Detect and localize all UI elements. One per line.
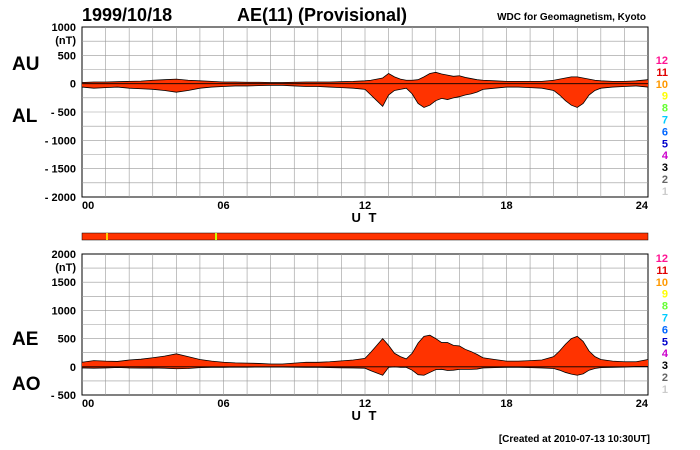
series-line-ao: [81, 366, 648, 376]
legend-station-count: 7: [662, 313, 668, 325]
legend-station-count: 2: [662, 372, 668, 384]
legend-station-count: 9: [662, 289, 668, 301]
y-tick-label: 500: [58, 50, 76, 62]
y-tick-label: 500: [58, 334, 76, 346]
legend-station-count: 7: [662, 115, 668, 127]
y-tick-label: - 1500: [45, 164, 76, 176]
legend-station-count: 1: [662, 384, 668, 396]
y-tick-label: 1000: [52, 22, 76, 34]
x-axis-label: U T: [352, 408, 379, 423]
ae-label: AE: [12, 329, 38, 350]
legend-station-count: 8: [662, 103, 668, 115]
x-axis-label: U T: [352, 210, 379, 225]
legend-station-count: 10: [656, 277, 668, 289]
au-label: AU: [12, 54, 39, 75]
x-tick-label: 18: [500, 200, 512, 212]
legend-station-count: 12: [656, 55, 668, 67]
legend-station-count: 10: [656, 79, 668, 91]
legend-station-count: 3: [662, 360, 668, 372]
legend-station-count: 9: [662, 91, 668, 103]
legend-station-count: 11: [656, 265, 668, 277]
y-tick-label: 1500: [52, 277, 76, 289]
ao-label: AO: [12, 374, 41, 395]
x-tick-label: 00: [82, 398, 94, 410]
ae-ao-panel: 2000 1500 1000 500 0 - 500 (nT) 00 06 12 18 24 U T: [51, 249, 649, 423]
legend-station-count: 6: [662, 324, 668, 336]
au-al-panel: 1000 500 0 - 500 - 1000 - 1500 - 2000 (nT) 00 06 1…: [45, 22, 649, 225]
chart-date: 1999/10/18: [82, 5, 172, 25]
created-timestamp: [Created at 2010-07-13 10:30UT]: [499, 434, 650, 445]
x-tick-label: 18: [500, 398, 512, 410]
x-tick-label: 24: [636, 200, 649, 212]
x-tick-label: 00: [82, 200, 94, 212]
y-tick-label: - 500: [51, 390, 76, 402]
series-line-ae: [81, 334, 649, 365]
x-tick-label: 12: [359, 398, 371, 410]
series-line-au: [81, 71, 649, 83]
legend-station-count: 6: [662, 126, 668, 138]
y-tick-label: 0: [70, 79, 76, 91]
x-tick-label: 24: [636, 398, 649, 410]
legend-station-count: 12: [656, 253, 668, 265]
y-tick-label: - 1000: [45, 135, 76, 147]
chart-title: AE(11) (Provisional): [237, 5, 407, 25]
y-unit-label: (nT): [55, 262, 76, 274]
series-area: [82, 335, 648, 376]
data-source: WDC for Geomagnetism, Kyoto: [497, 12, 646, 23]
legend-station-count: 8: [662, 301, 668, 313]
y-tick-label: 2000: [52, 249, 76, 261]
al-label: AL: [12, 106, 38, 127]
legend-station-count: 4: [662, 150, 669, 162]
y-tick-label: - 2000: [45, 192, 76, 204]
y-tick-label: 0: [70, 362, 76, 374]
x-tick-label: 12: [359, 200, 371, 212]
legend-station-count: 4: [662, 348, 669, 360]
y-tick-label: - 500: [51, 107, 76, 119]
legend-station-count: 2: [662, 174, 668, 186]
legend-station-count: 1: [662, 186, 668, 198]
legend-station-count: 5: [662, 138, 668, 150]
legend-station-count: 5: [662, 336, 668, 348]
legend-station-count: 3: [662, 162, 668, 174]
legend-station-count: 11: [656, 67, 668, 79]
y-tick-label: 1000: [52, 305, 76, 317]
x-tick-label: 06: [217, 200, 229, 212]
series-line-al: [81, 84, 649, 108]
y-unit-label: (nT): [55, 35, 76, 47]
data-quality-bar: [81, 232, 649, 241]
x-tick-label: 06: [217, 398, 229, 410]
